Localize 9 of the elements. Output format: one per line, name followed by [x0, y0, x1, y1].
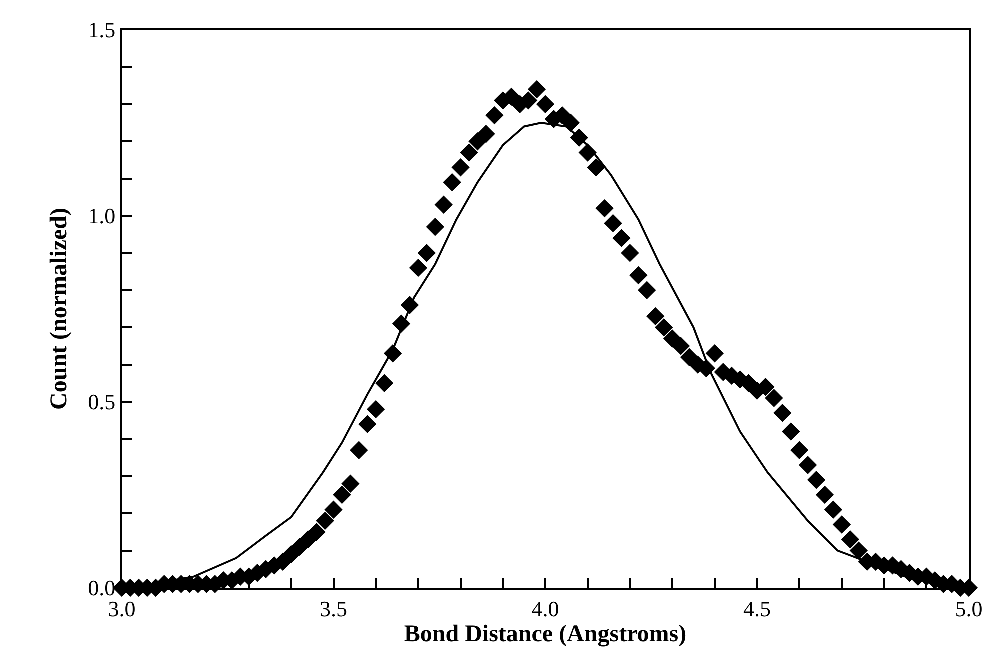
y-tick-label: 0.5: [88, 390, 116, 415]
y-tick-label: 1.5: [88, 18, 116, 43]
x-axis-title: Bond Distance (Angstroms): [404, 621, 687, 648]
x-tick-label: 3.5: [320, 596, 348, 622]
y-tick-label: 1.0: [88, 204, 116, 229]
x-tick-label: 4.5: [744, 596, 771, 622]
x-tick-label: 5.0: [955, 596, 983, 622]
x-tick-label: 4.0: [532, 596, 560, 622]
y-axis-title: Count (normalized): [46, 208, 73, 410]
